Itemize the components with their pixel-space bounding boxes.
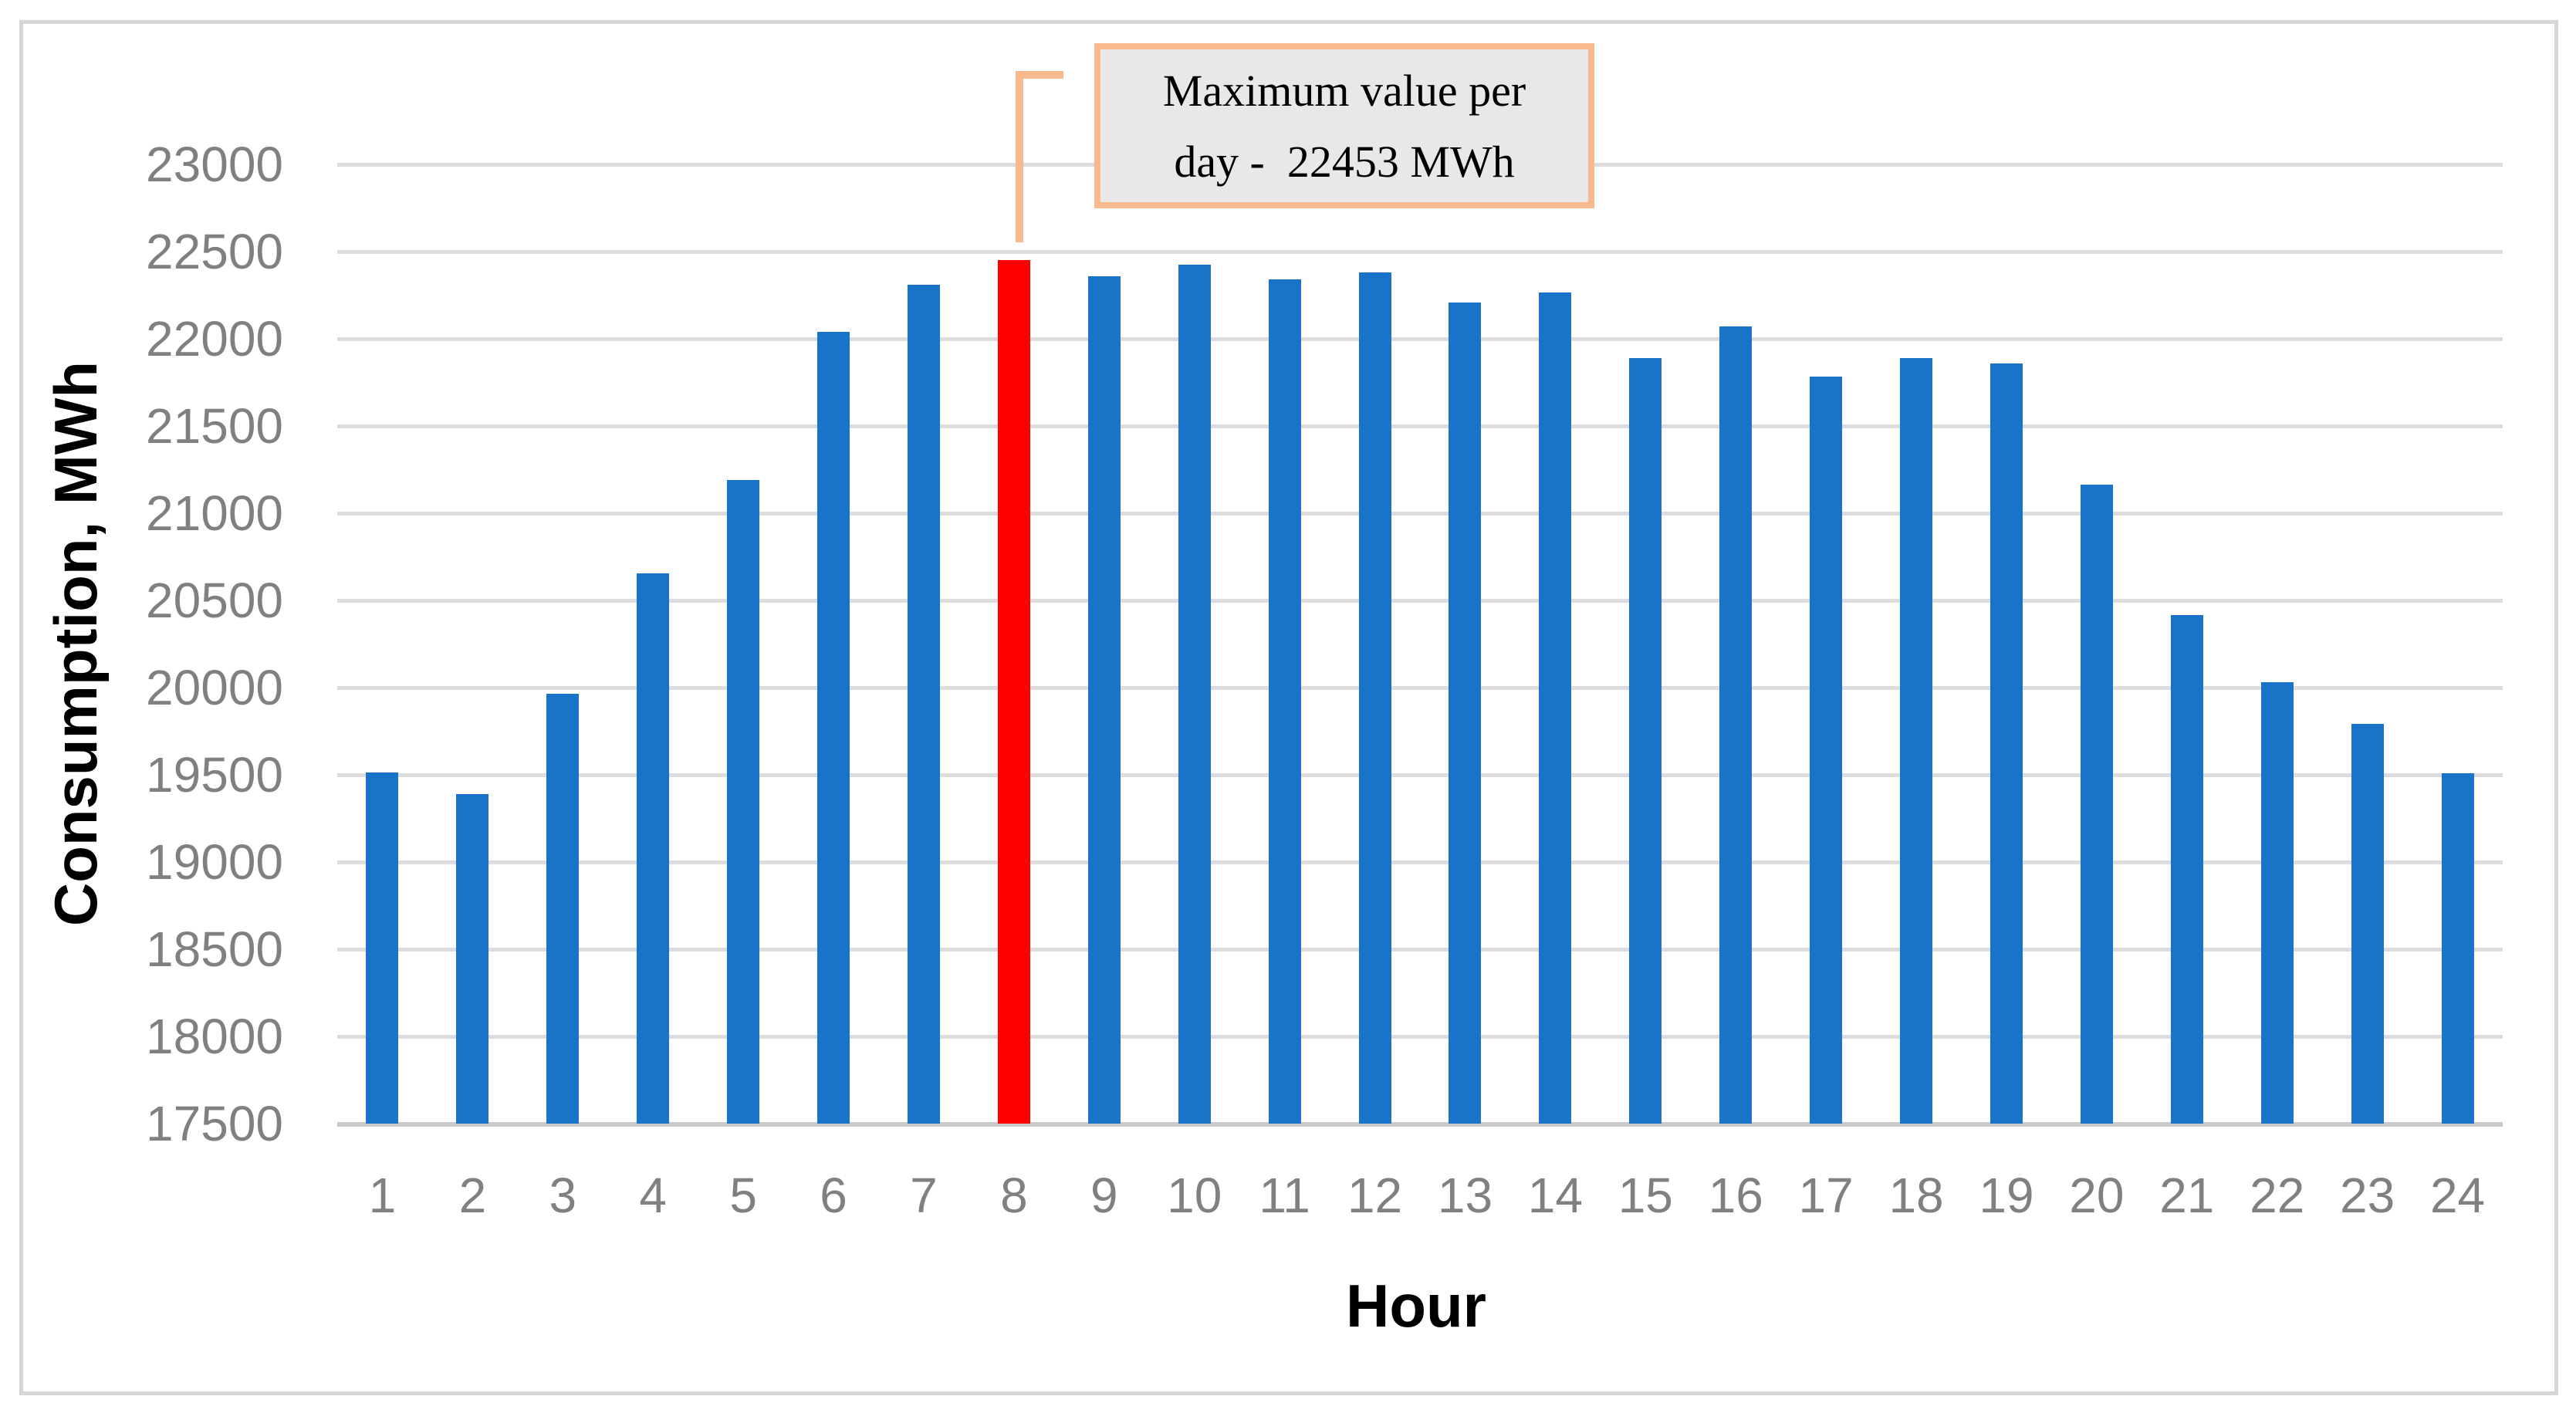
bar-hour-8-max: [997, 259, 1030, 1124]
bar-hour-5: [727, 480, 760, 1124]
x-tick-label: 13: [1437, 1168, 1493, 1223]
gridline: [337, 773, 2503, 777]
y-tick-label: 19500: [146, 747, 283, 803]
bar-hour-23: [2351, 724, 2384, 1124]
bar-hour-19: [1989, 363, 2023, 1124]
figure-border: [19, 20, 2558, 1395]
x-tick-label: 6: [820, 1168, 847, 1223]
bar-hour-7: [907, 284, 940, 1124]
bar-hour-6: [817, 331, 850, 1124]
y-tick-label: 18500: [146, 921, 283, 977]
x-tick-label: 14: [1527, 1168, 1583, 1223]
y-tick-label: 18000: [146, 1009, 283, 1064]
x-axis-title: Hour: [1346, 1272, 1486, 1340]
y-tick-label: 17500: [146, 1096, 283, 1151]
bar-hour-22: [2260, 682, 2294, 1124]
bar-hour-14: [1539, 292, 1572, 1124]
bar-hour-18: [1900, 357, 1933, 1124]
y-tick-label: 22000: [146, 311, 283, 367]
x-tick-label: 12: [1347, 1168, 1403, 1223]
bar-hour-21: [2170, 615, 2203, 1124]
annotation-callout-vertical-line: [1016, 71, 1023, 242]
bar-hour-2: [456, 793, 489, 1124]
gridline: [337, 686, 2503, 690]
bar-hour-4: [637, 573, 670, 1124]
gridline: [337, 860, 2503, 864]
x-tick-label: 2: [458, 1168, 487, 1223]
x-tick-label: 3: [549, 1168, 577, 1223]
gridline: [337, 1035, 2503, 1039]
y-tick-label: 20000: [146, 660, 283, 715]
bar-hour-10: [1178, 264, 1211, 1124]
annotation-box: Maximum value per day - 22453 MWh: [1094, 43, 1594, 208]
x-tick-label: 21: [2159, 1168, 2215, 1223]
x-tick-label: 17: [1798, 1168, 1854, 1223]
x-tick-label: 7: [910, 1168, 938, 1223]
bar-hour-17: [1810, 376, 1843, 1124]
x-tick-label: 22: [2250, 1168, 2305, 1223]
x-tick-label: 10: [1167, 1168, 1222, 1223]
y-tick-label: 22500: [146, 224, 283, 279]
annotation-callout-horizontal-line: [1016, 71, 1063, 79]
bar-hour-1: [366, 772, 399, 1124]
bar-hour-24: [2441, 772, 2474, 1124]
bar-hour-15: [1629, 357, 1662, 1124]
y-tick-label: 21000: [146, 485, 283, 541]
gridline: [337, 337, 2503, 341]
bar-hour-9: [1087, 276, 1121, 1124]
x-tick-label: 18: [1888, 1168, 1944, 1223]
x-tick-label: 15: [1618, 1168, 1673, 1223]
bar-hour-20: [2080, 484, 2113, 1124]
gridline: [337, 512, 2503, 516]
bar-hour-3: [546, 693, 580, 1124]
plot-area: 17500 18000 18500 19000 19500 20000 20500 21000…: [146, 137, 2503, 1223]
y-tick-label: 19000: [146, 834, 283, 890]
gridline: [337, 599, 2503, 603]
gridline: [337, 948, 2503, 952]
x-axis-line: [337, 1122, 2503, 1127]
gridline: [337, 250, 2503, 254]
bar-hour-11: [1268, 279, 1301, 1124]
y-tick-label: 20500: [146, 573, 283, 628]
annotation-text-line1: Maximum value per: [1162, 66, 1526, 116]
x-tick-label: 8: [1000, 1168, 1028, 1223]
x-tick-label: 23: [2340, 1168, 2395, 1223]
x-tick-label: 1: [368, 1168, 397, 1223]
bar-hour-13: [1449, 302, 1482, 1124]
x-tick-label: 9: [1090, 1168, 1118, 1223]
bar-hour-16: [1719, 326, 1753, 1124]
x-tick-label: 24: [2429, 1168, 2486, 1223]
annotation-text-line2: day - 22453 MWh: [1174, 137, 1515, 187]
bar-hour-12: [1358, 272, 1391, 1124]
x-tick-label: 4: [639, 1168, 667, 1223]
x-tick-label: 11: [1259, 1168, 1310, 1223]
y-tick-label: 23000: [146, 137, 283, 192]
x-tick-label: 5: [729, 1168, 757, 1223]
x-tick-label: 16: [1708, 1168, 1763, 1223]
x-tick-label: 19: [1979, 1168, 2034, 1223]
y-tick-label: 21500: [146, 398, 283, 454]
x-tick-label: 20: [2069, 1168, 2125, 1223]
gridline: [337, 424, 2503, 428]
